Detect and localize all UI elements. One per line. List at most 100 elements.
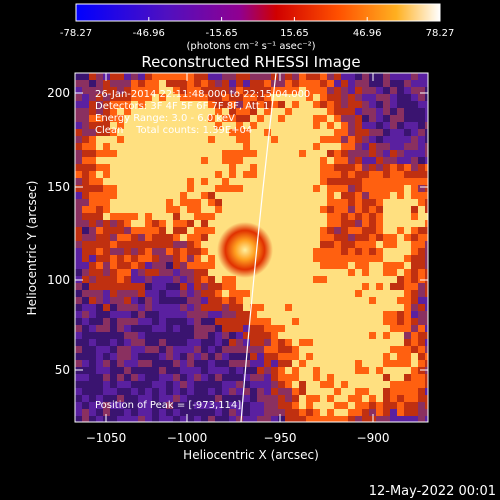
- image-pixel: [201, 255, 208, 262]
- image-pixel: [418, 108, 425, 115]
- image-pixel: [152, 136, 159, 143]
- image-pixel: [250, 402, 257, 409]
- image-pixel: [306, 185, 313, 192]
- image-pixel: [313, 402, 320, 409]
- image-pixel: [208, 346, 215, 353]
- image-pixel: [145, 80, 152, 87]
- image-pixel: [152, 248, 159, 255]
- image-pixel: [152, 185, 159, 192]
- image-pixel: [208, 143, 215, 150]
- image-pixel: [264, 374, 271, 381]
- image-pixel: [334, 402, 341, 409]
- image-pixel: [117, 248, 124, 255]
- image-pixel: [271, 283, 278, 290]
- image-pixel: [397, 374, 404, 381]
- image-pixel: [222, 346, 229, 353]
- image-pixel: [166, 94, 173, 101]
- image-pixel: [376, 94, 383, 101]
- image-pixel: [173, 269, 180, 276]
- image-pixel: [271, 381, 278, 388]
- image-pixel: [82, 171, 89, 178]
- image-pixel: [264, 206, 271, 213]
- image-pixel: [390, 374, 397, 381]
- image-pixel: [383, 213, 390, 220]
- image-pixel: [187, 318, 194, 325]
- image-pixel: [201, 388, 208, 395]
- image-pixel: [194, 304, 201, 311]
- image-pixel: [222, 339, 229, 346]
- image-pixel: [313, 199, 320, 206]
- image-pixel: [180, 164, 187, 171]
- image-pixel: [152, 101, 159, 108]
- image-pixel: [362, 143, 369, 150]
- image-pixel: [201, 234, 208, 241]
- image-pixel: [194, 199, 201, 206]
- image-pixel: [180, 339, 187, 346]
- image-pixel: [215, 129, 222, 136]
- image-pixel: [159, 248, 166, 255]
- image-pixel: [187, 185, 194, 192]
- image-pixel: [369, 206, 376, 213]
- image-pixel: [376, 409, 383, 416]
- image-pixel: [383, 388, 390, 395]
- image-pixel: [117, 353, 124, 360]
- image-pixel: [334, 157, 341, 164]
- image-pixel: [390, 136, 397, 143]
- image-pixel: [89, 234, 96, 241]
- image-pixel: [306, 241, 313, 248]
- image-pixel: [215, 283, 222, 290]
- footer-timestamp: 12-May-2022 00:01: [369, 484, 496, 499]
- image-pixel: [362, 409, 369, 416]
- image-pixel: [369, 150, 376, 157]
- image-pixel: [145, 87, 152, 94]
- image-pixel: [194, 213, 201, 220]
- image-pixel: [229, 318, 236, 325]
- image-pixel: [229, 178, 236, 185]
- image-pixel: [75, 220, 82, 227]
- image-pixel: [110, 276, 117, 283]
- image-pixel: [264, 101, 271, 108]
- image-pixel: [348, 311, 355, 318]
- image-pixel: [166, 304, 173, 311]
- image-pixel: [215, 192, 222, 199]
- image-pixel: [250, 101, 257, 108]
- image-pixel: [362, 101, 369, 108]
- image-pixel: [383, 416, 390, 422]
- image-pixel: [376, 290, 383, 297]
- image-pixel: [215, 87, 222, 94]
- image-pixel: [320, 283, 327, 290]
- image-pixel: [327, 157, 334, 164]
- image-pixel: [194, 150, 201, 157]
- image-pixel: [341, 108, 348, 115]
- image-pixel: [425, 339, 428, 346]
- image-pixel: [145, 367, 152, 374]
- image-pixel: [229, 353, 236, 360]
- image-pixel: [250, 108, 257, 115]
- image-pixel: [257, 150, 264, 157]
- image-pixel: [341, 388, 348, 395]
- image-pixel: [376, 213, 383, 220]
- image-pixel: [103, 185, 110, 192]
- image-pixel: [369, 402, 376, 409]
- image-pixel: [166, 318, 173, 325]
- image-pixel: [103, 297, 110, 304]
- image-pixel: [75, 94, 82, 101]
- image-pixel: [313, 157, 320, 164]
- image-pixel: [369, 122, 376, 129]
- image-pixel: [166, 213, 173, 220]
- image-pixel: [306, 388, 313, 395]
- image-pixel: [397, 395, 404, 402]
- image-pixel: [418, 283, 425, 290]
- image-pixel: [138, 122, 145, 129]
- image-pixel: [299, 157, 306, 164]
- image-pixel: [306, 94, 313, 101]
- image-pixel: [236, 388, 243, 395]
- image-pixel: [348, 150, 355, 157]
- image-pixel: [194, 178, 201, 185]
- image-pixel: [145, 213, 152, 220]
- image-pixel: [390, 262, 397, 269]
- image-pixel: [117, 164, 124, 171]
- image-pixel: [334, 227, 341, 234]
- image-pixel: [201, 395, 208, 402]
- image-pixel: [208, 150, 215, 157]
